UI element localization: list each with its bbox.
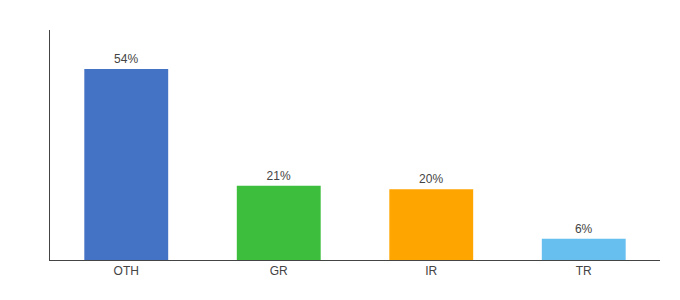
svg-text:GR: GR xyxy=(270,264,288,278)
svg-text:TR: TR xyxy=(576,264,592,278)
svg-text:6%: 6% xyxy=(575,222,593,236)
svg-text:20%: 20% xyxy=(419,172,443,186)
svg-text:54%: 54% xyxy=(114,52,138,66)
svg-text:IR: IR xyxy=(425,264,437,278)
svg-text:OTH: OTH xyxy=(114,264,139,278)
svg-text:21%: 21% xyxy=(267,169,291,183)
